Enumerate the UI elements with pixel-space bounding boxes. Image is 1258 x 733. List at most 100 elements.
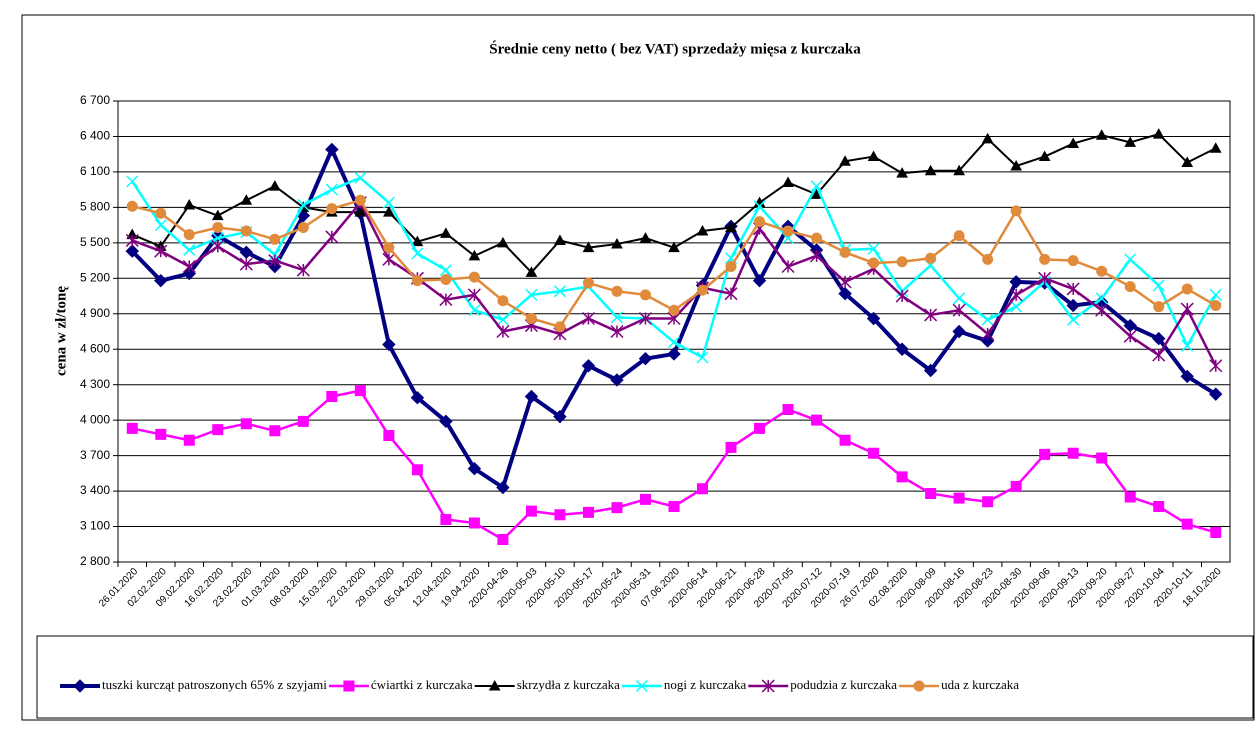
legend-marker xyxy=(913,680,925,692)
legend-label: nogi z kurczaka xyxy=(664,677,747,692)
data-point xyxy=(268,180,281,191)
data-point xyxy=(496,480,510,495)
data-point xyxy=(496,313,509,326)
data-point xyxy=(839,155,851,166)
data-point xyxy=(269,425,281,437)
data-point xyxy=(867,242,880,255)
y-tick-label: 3 100 xyxy=(80,519,110,533)
data-point xyxy=(439,414,453,429)
data-point xyxy=(582,506,594,518)
data-point xyxy=(325,183,338,196)
data-point xyxy=(239,257,253,271)
data-point xyxy=(867,150,880,162)
data-point xyxy=(1067,137,1080,149)
data-point xyxy=(839,246,851,258)
data-point xyxy=(1124,281,1136,293)
data-point xyxy=(155,428,167,440)
data-point xyxy=(1152,128,1165,139)
legend-label: uda z kurczaka xyxy=(941,677,1019,692)
data-point xyxy=(725,441,737,453)
data-point xyxy=(1010,159,1022,171)
data-point xyxy=(952,303,966,317)
data-point xyxy=(1210,300,1222,311)
legend-marker xyxy=(761,679,775,693)
data-point xyxy=(925,487,937,499)
y-tick-label: 4 300 xyxy=(80,377,110,391)
data-point xyxy=(411,235,424,247)
data-point xyxy=(1181,339,1194,352)
data-point xyxy=(638,311,653,326)
data-point xyxy=(1067,313,1080,326)
data-point xyxy=(211,239,225,253)
data-point xyxy=(896,167,908,178)
data-point xyxy=(383,206,395,217)
data-point xyxy=(125,233,139,248)
legend-frame xyxy=(36,635,1254,719)
data-point xyxy=(269,233,281,245)
data-point xyxy=(524,389,539,404)
data-point xyxy=(697,284,709,296)
data-point xyxy=(1010,205,1022,217)
data-point xyxy=(1210,526,1222,538)
data-point xyxy=(411,464,423,476)
legend-label: tuszki kurcząt patroszonych 65% z szyjam… xyxy=(102,677,327,692)
data-point xyxy=(953,492,965,504)
data-point xyxy=(981,313,994,326)
data-point xyxy=(211,209,224,221)
legend-marker xyxy=(488,679,501,691)
data-point xyxy=(610,311,624,324)
data-point xyxy=(125,244,139,258)
data-point xyxy=(325,230,339,244)
y-tick-label: 5 200 xyxy=(80,270,110,284)
data-point xyxy=(468,517,480,529)
data-point xyxy=(582,241,595,253)
data-point xyxy=(1152,331,1166,346)
data-point xyxy=(782,404,794,416)
data-point xyxy=(1067,255,1079,267)
data-point xyxy=(1123,329,1137,343)
data-point xyxy=(554,234,566,245)
data-point xyxy=(554,321,566,333)
data-point xyxy=(925,252,937,264)
data-point xyxy=(297,415,309,427)
data-point xyxy=(154,273,168,288)
data-point xyxy=(1095,292,1108,305)
data-point xyxy=(525,266,538,277)
data-point xyxy=(667,347,681,361)
data-point xyxy=(240,194,253,205)
data-point xyxy=(868,257,880,269)
data-point xyxy=(838,275,852,289)
data-point xyxy=(1209,359,1223,373)
plot-area xyxy=(117,100,1231,563)
data-point xyxy=(581,311,595,326)
data-point xyxy=(953,292,966,305)
y-tick-label: 2 800 xyxy=(80,554,110,568)
legend-marker xyxy=(73,679,87,693)
data-point xyxy=(354,171,367,184)
data-point xyxy=(667,336,681,349)
data-point xyxy=(268,254,282,268)
legend-label: podudzia z kurczaka xyxy=(790,677,897,692)
y-tick-label: 4 600 xyxy=(80,341,110,355)
grid: 2 800 3 100 3 400 3 700 4 000 4 300 4 600 4 900… xyxy=(80,93,1231,610)
data-point xyxy=(781,259,795,274)
data-point xyxy=(1095,303,1109,317)
data-point xyxy=(639,493,651,505)
data-point xyxy=(354,206,367,217)
data-point xyxy=(354,385,366,397)
data-point xyxy=(354,194,366,206)
data-point xyxy=(952,324,966,339)
data-point xyxy=(752,273,767,288)
data-point xyxy=(240,418,252,430)
data-point xyxy=(496,324,510,339)
data-point xyxy=(1095,129,1108,140)
data-point xyxy=(382,252,396,266)
data-point xyxy=(554,509,566,521)
data-point xyxy=(468,304,481,317)
data-point xyxy=(1066,282,1080,296)
data-point xyxy=(610,373,624,387)
data-point xyxy=(410,390,425,405)
data-point xyxy=(1096,452,1108,464)
data-point xyxy=(1209,142,1222,153)
legend: tuszki kurcząt patroszonych 65% z szyjam… xyxy=(60,677,1019,693)
